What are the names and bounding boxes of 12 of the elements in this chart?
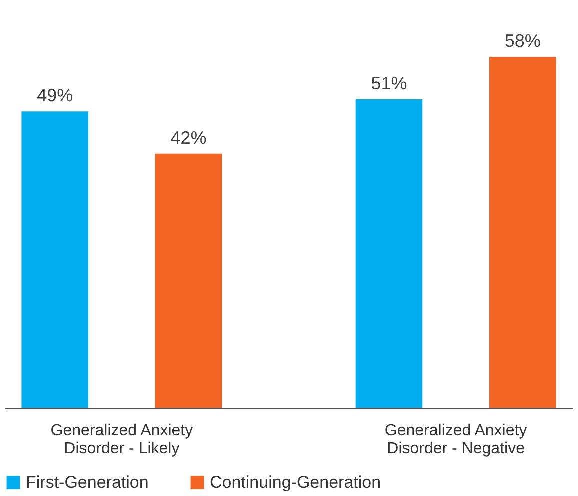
data-label: 51% (371, 73, 408, 94)
bar (489, 57, 556, 408)
data-label: 49% (37, 86, 74, 106)
bar (155, 154, 222, 408)
bar (22, 112, 89, 408)
data-label: 42% (170, 128, 207, 148)
x-tick-label: Generalized Anxiety Disorder - Likely (50, 422, 194, 458)
legend-label: First-Generation (26, 472, 149, 492)
legend-label: Continuing-Generation (210, 472, 382, 492)
x-tick-label: Generalized Anxiety Disorder - Negative (384, 422, 528, 458)
data-label: 58% (504, 31, 541, 52)
bar (356, 99, 423, 408)
